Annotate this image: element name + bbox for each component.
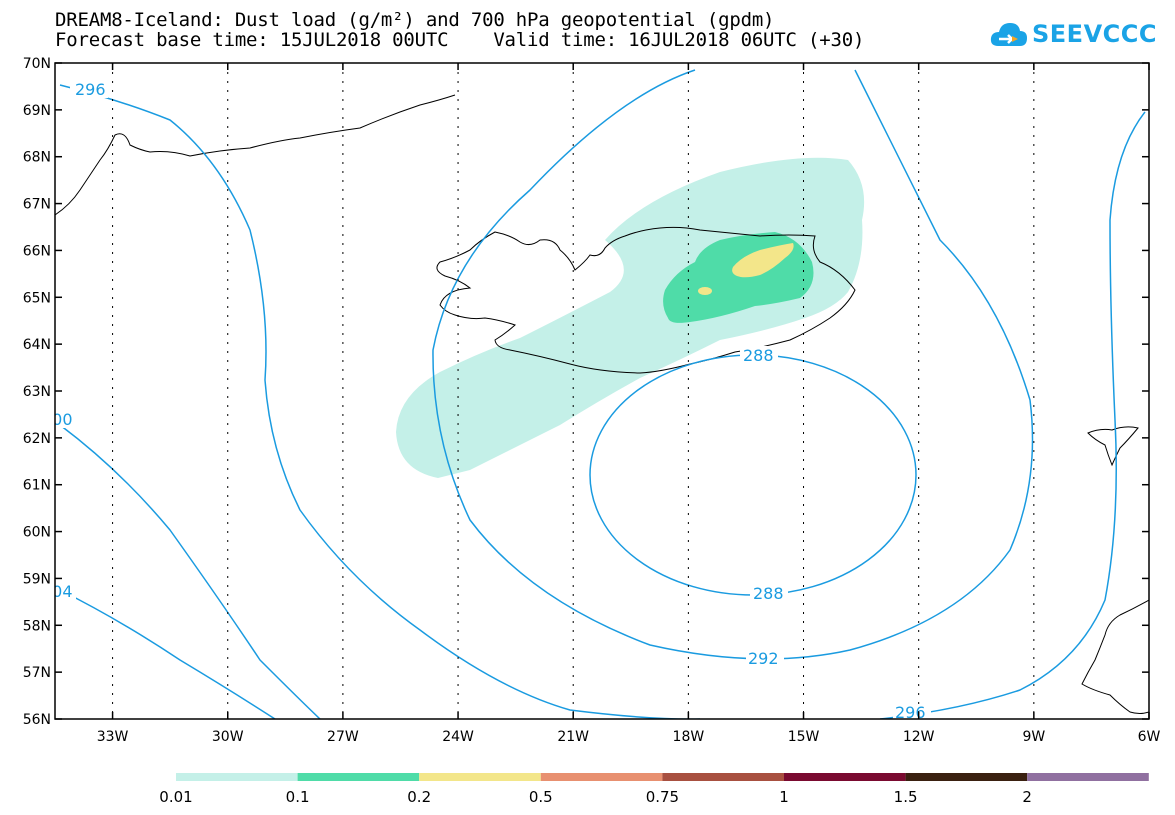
legend-swatch bbox=[1027, 773, 1149, 781]
lat-label: 60N bbox=[23, 525, 51, 541]
legend-label: 0.1 bbox=[286, 788, 310, 806]
iceland-coastline bbox=[436, 226, 856, 374]
lat-label: 68N bbox=[23, 150, 51, 166]
contour-296-lower bbox=[879, 111, 1146, 719]
legend-label: 2 bbox=[1022, 788, 1032, 806]
lon-label: 30W bbox=[212, 729, 244, 745]
legend-label: 0.75 bbox=[646, 788, 679, 806]
contour-labels: 296 288 288 292 296 300 304 bbox=[42, 80, 931, 722]
lon-label: 18W bbox=[673, 729, 705, 745]
dust-area-0.2-spot bbox=[698, 287, 712, 295]
lon-label: 24W bbox=[442, 729, 474, 745]
legend-swatch bbox=[297, 773, 420, 781]
axis-ticks bbox=[55, 62, 1150, 720]
lat-label: 61N bbox=[23, 478, 51, 494]
lon-label: 12W bbox=[903, 729, 935, 745]
lon-label: 33W bbox=[97, 729, 129, 745]
cloud-icon bbox=[990, 23, 1027, 46]
lat-label: 67N bbox=[23, 197, 51, 213]
legend-swatch bbox=[176, 773, 298, 781]
lat-label: 62N bbox=[23, 431, 51, 447]
greenland-coastline bbox=[55, 94, 456, 216]
lon-label: 6W bbox=[1138, 729, 1161, 745]
legend-swatch bbox=[784, 773, 906, 781]
map-subtitle-times: Forecast base time: 15JUL2018 00UTC Vali… bbox=[55, 29, 865, 51]
logo-text: SEEVCCC bbox=[1032, 20, 1157, 48]
dust-area-0.2 bbox=[732, 243, 794, 278]
lon-label: 15W bbox=[788, 729, 820, 745]
lat-label: 64N bbox=[23, 337, 51, 353]
legend-swatch bbox=[419, 773, 541, 781]
contour-label-304: 304 bbox=[42, 582, 73, 601]
lon-label: 27W bbox=[327, 729, 359, 745]
latitude-labels: 70N 69N 68N 67N 66N 65N 64N 63N 62N 61N 60N 59N 58N 5… bbox=[23, 56, 51, 728]
contour-label-296-bottom: 296 bbox=[895, 703, 926, 722]
dust-load-legend: 0.01 0.1 0.2 0.5 0.75 1 1.5 2 bbox=[159, 773, 1149, 806]
scotland-coastline bbox=[1081, 599, 1149, 714]
lat-label: 59N bbox=[23, 571, 51, 587]
legend-swatch bbox=[905, 773, 1028, 781]
contour-label-288-top: 288 bbox=[743, 346, 774, 365]
contour-300 bbox=[59, 424, 321, 719]
lat-label: 58N bbox=[23, 618, 51, 634]
lon-label: 9W bbox=[1022, 729, 1045, 745]
contour-label-288-bottom: 288 bbox=[753, 584, 784, 603]
lat-label: 70N bbox=[23, 56, 51, 72]
contour-label-292: 292 bbox=[748, 649, 779, 668]
lat-label: 63N bbox=[23, 384, 51, 400]
lon-label: 21W bbox=[557, 729, 589, 745]
longitude-labels: 33W 30W 27W 24W 21W 18W 15W 12W 9W 6W bbox=[97, 729, 1161, 745]
legend-label: 0.01 bbox=[159, 788, 192, 806]
legend-label: 0.2 bbox=[407, 788, 431, 806]
faroe-coastline bbox=[1087, 426, 1139, 467]
legend-swatch bbox=[662, 773, 784, 781]
lat-label: 57N bbox=[23, 665, 51, 681]
contour-label-296-top: 296 bbox=[75, 80, 106, 99]
coastlines bbox=[55, 94, 1149, 714]
grid-lines bbox=[112, 63, 1035, 719]
contour-292 bbox=[432, 69, 1034, 660]
contour-296-upper bbox=[59, 84, 700, 719]
legend-label: 0.5 bbox=[529, 788, 553, 806]
contour-label-300: 300 bbox=[42, 410, 73, 429]
legend-swatch bbox=[540, 773, 663, 781]
lat-label: 66N bbox=[23, 243, 51, 259]
lat-label: 69N bbox=[23, 103, 51, 119]
lat-label: 65N bbox=[23, 290, 51, 306]
contour-288 bbox=[589, 354, 917, 596]
lat-label: 56N bbox=[23, 712, 51, 728]
map-title: DREAM8-Iceland: Dust load (g/m²) and 700… bbox=[55, 9, 775, 31]
legend-label: 1 bbox=[779, 788, 789, 806]
seevccc-logo: SEEVCCC bbox=[990, 20, 1157, 48]
contour-304 bbox=[59, 589, 276, 719]
legend-label: 1.5 bbox=[894, 788, 918, 806]
